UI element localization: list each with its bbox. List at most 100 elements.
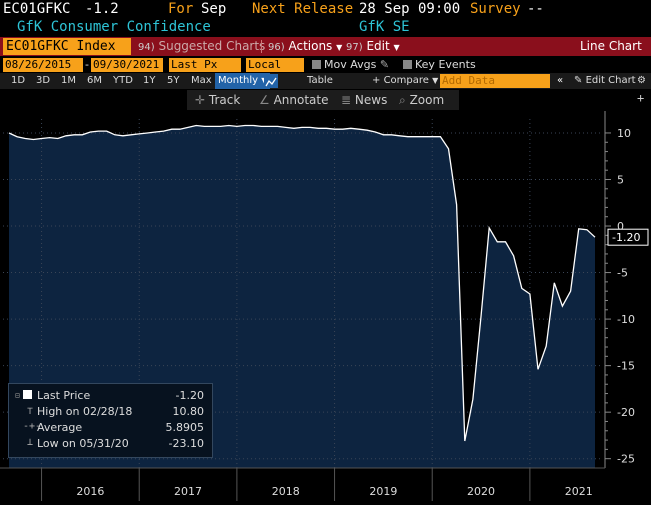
table-button[interactable]: Table xyxy=(307,75,333,86)
news-icon: ≣ xyxy=(341,93,352,107)
next-release-date: 28 Sep 09:00 xyxy=(359,1,461,17)
last-value-label: -1.20 xyxy=(612,231,640,244)
source-name: GfK SE xyxy=(359,19,410,35)
average-marker-icon: -+- xyxy=(23,421,42,432)
range-ytd[interactable]: YTD xyxy=(113,75,133,86)
annotate-icon: ∠ xyxy=(259,93,270,107)
security-title: GfK Consumer Confidence xyxy=(17,19,211,35)
price-field-select[interactable]: Last Px xyxy=(169,58,241,72)
news-label: News xyxy=(354,93,388,107)
y-tick-label: -15 xyxy=(617,360,635,373)
legend-high-label: High on 02/28/18 xyxy=(37,405,133,418)
y-tick-label: 0 xyxy=(617,220,624,233)
annotate-button[interactable]: ∠ Annotate xyxy=(259,90,329,110)
survey-label: Survey xyxy=(470,1,521,17)
track-label: Track xyxy=(208,93,241,107)
y-tick-label: 10 xyxy=(617,127,631,140)
for-label: For xyxy=(168,1,194,17)
settings-gear-icon[interactable]: ⚙ xyxy=(637,75,646,86)
annotate-label: Annotate xyxy=(273,93,329,107)
x-tick-label: 2020 xyxy=(467,485,495,498)
view-title: Line Chart xyxy=(580,39,642,53)
collapse-icon[interactable]: « xyxy=(557,75,564,86)
edit-chart-button[interactable]: ✎ Edit Chart xyxy=(574,73,636,89)
add-data-input[interactable]: Add Data xyxy=(440,74,550,88)
plus-icon: + xyxy=(372,75,381,86)
crosshair-icon: ✛ xyxy=(195,93,206,107)
suggested-label: Suggested Charts xyxy=(158,39,266,53)
title-row: GfK Consumer Confidence GfK SE xyxy=(3,18,651,36)
legend-low-value: -23.10 xyxy=(168,437,204,450)
y-tick-label: 5 xyxy=(617,173,624,186)
legend-box: ⊟ Last Price -1.20 ⊤ High on 02/28/18 10… xyxy=(8,383,213,458)
ticker-code[interactable]: EC01GFKC xyxy=(3,1,71,17)
end-date-field[interactable]: 09/30/2021 xyxy=(91,58,163,72)
tool-row: ✛ Track ∠ Annotate ≣ News ⌕ Zoom + xyxy=(0,89,651,111)
start-date-field[interactable]: 08/26/2015 xyxy=(3,58,83,72)
last-value: -1.2 xyxy=(85,1,119,17)
compare-button[interactable]: + Compare ▼ xyxy=(372,73,438,89)
edit-chart-label: Edit Chart xyxy=(585,75,636,86)
series-line xyxy=(8,124,596,442)
range-row: 1D 3D 1M 6M YTD 1Y 5Y Max Monthly ▼ Tabl… xyxy=(0,73,651,89)
period-value: Sep xyxy=(201,1,227,17)
range-6m[interactable]: 6M xyxy=(87,75,102,86)
caret-down-icon: ▼ xyxy=(432,76,439,85)
caret-down-icon: ▼ xyxy=(336,43,343,52)
frequency-select[interactable]: Monthly ▼ xyxy=(215,73,271,89)
edit-label: Edit xyxy=(366,39,390,53)
collapse-legend-icon[interactable]: ⊟ xyxy=(15,391,20,400)
range-max[interactable]: Max xyxy=(191,75,212,86)
next-release-label: Next Release xyxy=(252,1,354,17)
y-tick-label: -25 xyxy=(617,453,635,466)
compare-label: Compare xyxy=(383,75,429,86)
range-1m[interactable]: 1M xyxy=(61,75,76,86)
actions-label: Actions xyxy=(288,39,333,53)
mov-avgs-text: Mov Avgs xyxy=(324,58,377,71)
header-row: EC01GFKC -1.2 For Sep Next Release 28 Se… xyxy=(3,0,651,18)
tool-group: ✛ Track ∠ Annotate ≣ News ⌕ Zoom xyxy=(187,90,459,110)
last-value-box xyxy=(607,228,649,246)
key-events-label[interactable]: Key Events xyxy=(415,58,476,71)
x-tick-label: 2018 xyxy=(272,485,300,498)
plus-icon[interactable]: + xyxy=(637,91,645,105)
legend-last-price-label: Last Price xyxy=(37,389,91,402)
suggested-charts-button[interactable]: 94) Suggested Charts xyxy=(138,37,265,56)
line-chart-icon[interactable] xyxy=(264,74,278,88)
range-3d[interactable]: 3D xyxy=(36,75,51,86)
legend-low-label: Low on 05/31/20 xyxy=(37,437,129,450)
last-price-swatch xyxy=(23,390,32,399)
x-tick-label: 2021 xyxy=(565,485,593,498)
currency-select[interactable]: Local CCY xyxy=(246,58,304,85)
range-1d[interactable]: 1D xyxy=(11,75,26,86)
pencil-icon: ✎ xyxy=(574,75,583,86)
y-tick-label: -20 xyxy=(617,406,635,419)
track-button[interactable]: ✛ Track xyxy=(195,90,240,110)
settings-row: 08/26/2015 - 09/30/2021 Last Px Local CC… xyxy=(0,57,651,85)
frequency-label: Monthly xyxy=(218,75,259,86)
range-1y[interactable]: 1Y xyxy=(143,75,156,86)
zoom-label: Zoom xyxy=(409,93,445,107)
survey-value: -- xyxy=(527,1,544,17)
area-fill xyxy=(9,125,595,468)
x-tick-label: 2017 xyxy=(174,485,202,498)
y-tick-label: -5 xyxy=(617,267,628,280)
legend-last-price-value: -1.20 xyxy=(175,389,204,402)
actions-menu-button[interactable]: 96) Actions ▼ xyxy=(268,37,342,56)
mov-avgs-checkbox[interactable] xyxy=(312,60,321,69)
command-bar: EC01GFKC Index 94) Suggested Charts 96) … xyxy=(0,37,651,56)
low-marker-icon: ⊥ xyxy=(27,437,34,448)
x-tick-label: 2016 xyxy=(76,485,104,498)
edit-menu-button[interactable]: 97) Edit ▼ xyxy=(346,37,400,56)
legend-average-label: Average xyxy=(37,421,83,434)
range-5y[interactable]: 5Y xyxy=(167,75,180,86)
key-events-checkbox[interactable] xyxy=(403,60,412,69)
news-button[interactable]: ≣ News xyxy=(341,90,387,110)
ticker-input[interactable]: EC01GFKC Index xyxy=(3,38,131,55)
edit-num: 97) xyxy=(346,42,363,53)
mov-avgs-label[interactable]: Mov Avgs ✎ xyxy=(324,57,389,73)
actions-num: 96) xyxy=(268,42,285,53)
x-tick-label: 2019 xyxy=(369,485,397,498)
pencil-icon[interactable]: ✎ xyxy=(379,58,390,71)
zoom-button[interactable]: ⌕ Zoom xyxy=(399,90,444,110)
